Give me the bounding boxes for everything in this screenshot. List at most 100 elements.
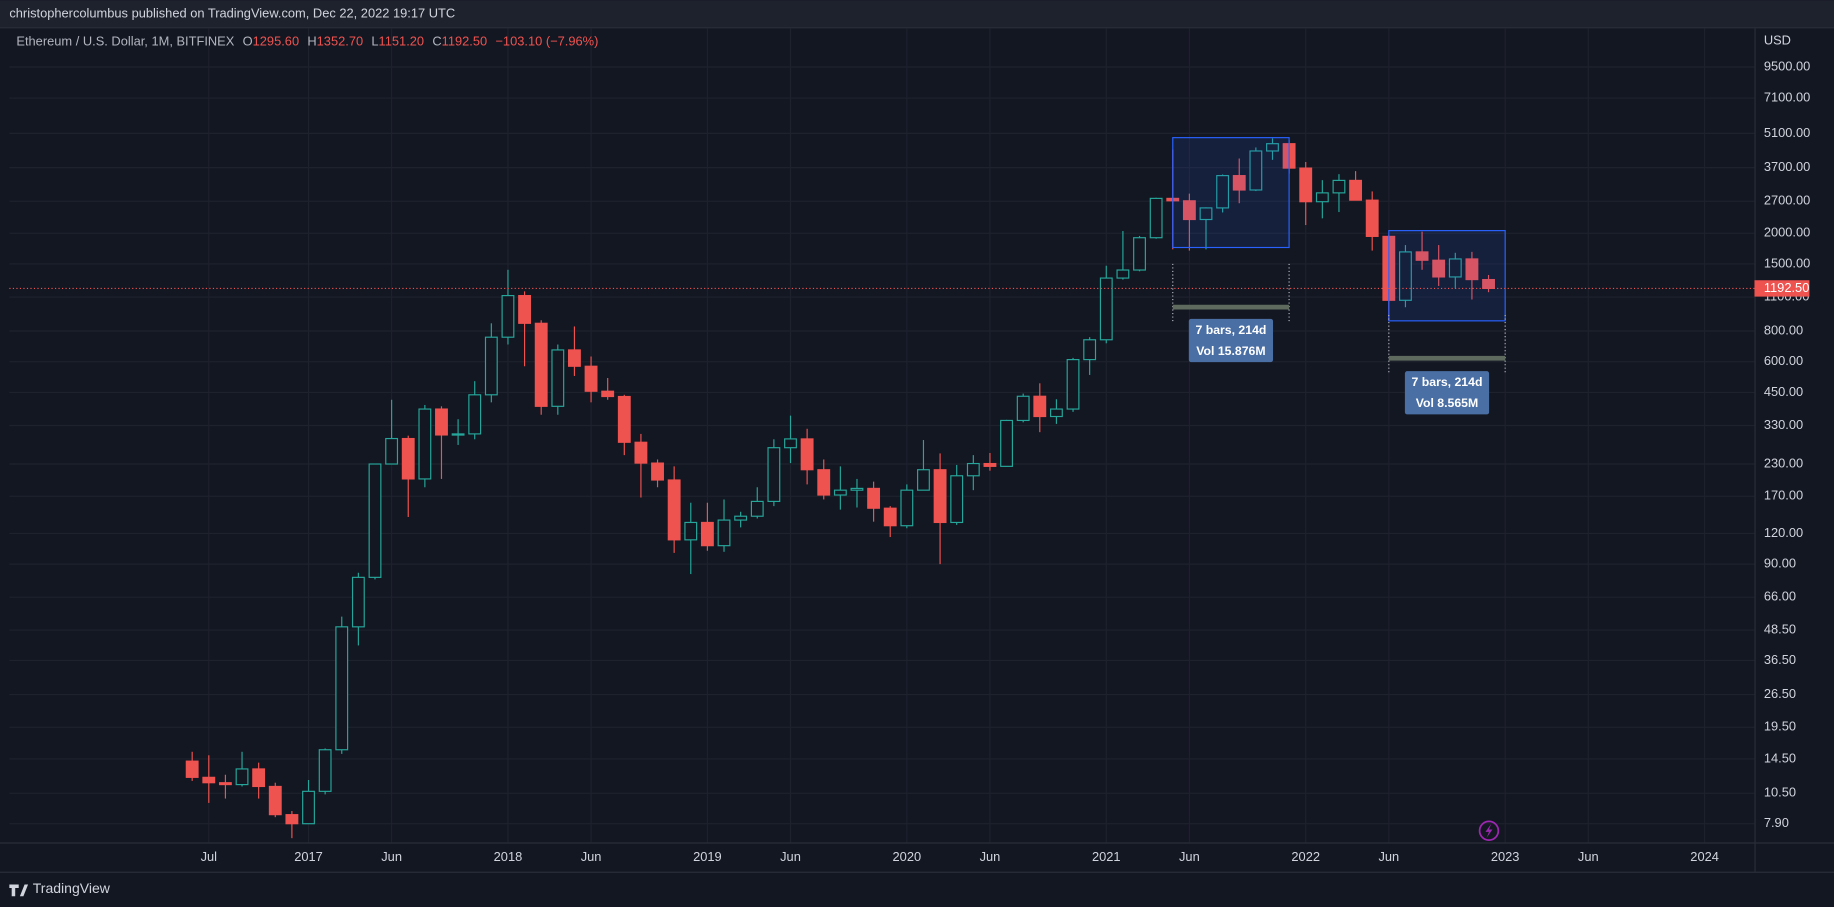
lightning-icon[interactable]	[1478, 820, 1500, 841]
candle-body	[1216, 175, 1230, 209]
candle-body	[1315, 192, 1329, 203]
measure-label-box	[1188, 318, 1274, 363]
overlays: 7 bars, 214d Vol 15.876M 7 bars, 214d Vol 8…	[9, 137, 1755, 415]
y-tick-label: 36.50	[1764, 652, 1796, 667]
last-price-tag	[1754, 280, 1810, 297]
candle-body	[617, 395, 631, 443]
candle-body	[684, 521, 698, 541]
x-tick-label: Jul	[201, 849, 217, 864]
candle-body	[833, 489, 847, 496]
candle-body	[1049, 408, 1063, 418]
candle-body	[435, 408, 448, 436]
x-tick-label: Jun	[980, 849, 1001, 864]
candles	[185, 138, 1495, 839]
candle-body	[335, 626, 349, 751]
candle-body	[534, 322, 548, 407]
x-tick-label: 2018	[494, 849, 523, 864]
x-tick-label: Jun	[1578, 849, 1599, 864]
candle-body	[1133, 237, 1146, 271]
legend-c: 1192.50	[442, 34, 488, 49]
candle-body	[767, 447, 781, 502]
x-tick-label: 2020	[893, 849, 922, 864]
x-tick-label: 2024	[1690, 849, 1719, 864]
x-tick-label: Jun	[1179, 849, 1200, 864]
candle-body	[1249, 150, 1263, 191]
candle-body	[900, 489, 914, 527]
candle-body	[883, 507, 897, 527]
candle-body	[551, 349, 565, 407]
legend-o: 1295.60	[253, 34, 299, 49]
candle-body	[385, 437, 399, 465]
publisher: christophercolumbus published on Trading…	[9, 6, 455, 21]
candle-body	[1099, 277, 1113, 341]
candle-body	[1399, 251, 1412, 301]
y-tick-label: 66.00	[1764, 589, 1796, 604]
candle-body	[1232, 175, 1246, 191]
measure-label: 7 bars, 214d	[1412, 375, 1483, 389]
candle-body	[1349, 179, 1363, 201]
candle-body	[318, 749, 332, 792]
y-tick-label: 3700.00	[1764, 159, 1810, 174]
candle-body	[817, 469, 831, 496]
candle-body	[1016, 395, 1030, 422]
candle-body	[1000, 419, 1013, 467]
measure-label: Vol 15.876M	[1196, 344, 1265, 358]
y-tick-label: 230.00	[1764, 455, 1803, 470]
candle-body	[451, 433, 465, 436]
header-bar	[0, 0, 1834, 28]
candle-body	[501, 295, 515, 338]
measure-label-box	[1404, 371, 1490, 415]
candle-body	[950, 475, 964, 524]
candle-body	[1266, 143, 1279, 152]
x-tick-label: Jun	[780, 849, 801, 864]
y-tick-label: 170.00	[1764, 488, 1803, 503]
y-tick-label: 19.50	[1764, 719, 1796, 734]
candle-body	[235, 768, 249, 786]
legend-h: 1352.70	[317, 34, 363, 49]
last-price-label: 1192.50	[1764, 280, 1810, 295]
y-axis-label: USD	[1764, 33, 1791, 48]
legend-h-label: H	[307, 34, 316, 49]
candle-body	[401, 437, 415, 480]
x-tick-label: 2023	[1491, 849, 1520, 864]
candle-body	[351, 576, 365, 628]
candle-body	[933, 469, 947, 524]
x-tick-label: Jun	[1378, 849, 1399, 864]
candle-body	[651, 462, 664, 481]
candle-body	[1332, 179, 1346, 194]
footer-logo: TradingView	[9, 880, 111, 897]
y-tick-label: 14.50	[1764, 750, 1796, 765]
legend-change: −103.10 (−7.96%)	[495, 34, 598, 49]
candle-body	[1465, 258, 1479, 281]
candle-body	[1482, 278, 1495, 290]
candle-body	[1182, 200, 1196, 221]
candle-body	[667, 479, 681, 541]
y-tick-label: 450.00	[1764, 384, 1803, 399]
y-tick-label: 90.00	[1764, 556, 1796, 571]
legend-c-label: C	[432, 34, 441, 49]
candle-body	[518, 295, 532, 324]
legend-o-label: O	[243, 34, 253, 49]
logo-mark	[9, 884, 29, 897]
candle-body	[1365, 199, 1379, 237]
y-tick-label: 2000.00	[1764, 225, 1810, 240]
candle-body	[1432, 259, 1446, 278]
candle-body	[867, 487, 881, 509]
measure-label: Vol 8.565M	[1416, 396, 1478, 410]
legend-l-label: L	[371, 34, 378, 49]
candle-body	[185, 760, 199, 778]
y-tick-label: 5100.00	[1764, 125, 1810, 140]
candle-body	[268, 785, 282, 816]
y-tick-label: 2700.00	[1764, 193, 1810, 208]
candle-body	[584, 365, 598, 392]
candle-body	[917, 469, 930, 491]
candle-body	[1066, 359, 1080, 410]
candle-body	[634, 441, 648, 464]
candle-body	[717, 519, 731, 547]
candle-body	[202, 776, 216, 784]
candle-body	[302, 790, 315, 825]
x-tick-label: 2021	[1092, 849, 1121, 864]
y-tick-label: 1500.00	[1764, 255, 1810, 270]
